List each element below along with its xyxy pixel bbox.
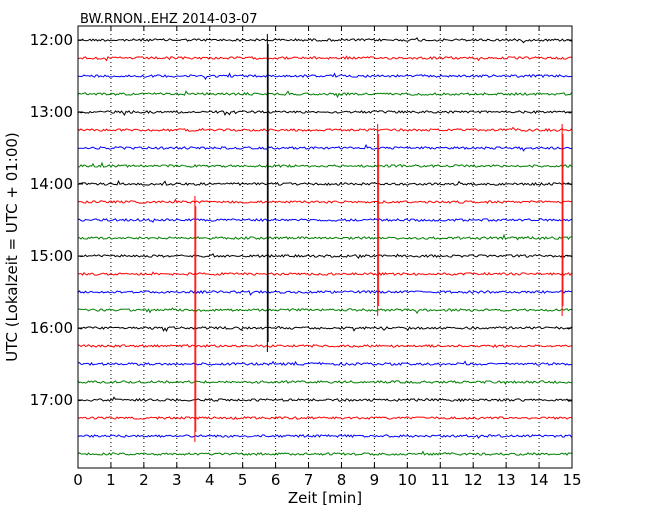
plot-frame [77, 25, 573, 469]
y-tick-label: 15:00 [30, 247, 73, 265]
chart-title: BW.RNON..EHZ 2014-03-07 [80, 12, 258, 27]
trace-line [77, 90, 572, 99]
trace-line [77, 344, 572, 348]
grid-lines [110, 26, 540, 468]
trace-line [77, 218, 572, 223]
trace-line [77, 396, 572, 403]
x-tick-label: 13 [497, 471, 516, 489]
x-tick-label: 6 [271, 471, 281, 489]
trace-line [77, 110, 572, 116]
trace-line [77, 55, 572, 62]
x-axis-label: Zeit [min] [288, 489, 362, 507]
x-axis-ticks: 0 1 2 3 4 5 6 7 8 9 10 11 12 13 14 15 [73, 26, 582, 489]
trace-line [77, 198, 572, 204]
y-axis-label: UTC (Lokalzeit = UTC + 01:00) [3, 132, 21, 362]
x-tick-label: 2 [139, 471, 149, 489]
x-tick-label: 7 [304, 471, 314, 489]
trace-line [77, 253, 572, 259]
y-tick-label: 17:00 [30, 391, 73, 409]
x-tick-label: 0 [73, 471, 83, 489]
y-tick-label: 12:00 [30, 31, 73, 49]
trace-line [77, 271, 572, 276]
x-tick-label: 15 [562, 471, 581, 489]
x-tick-label: 1 [106, 471, 116, 489]
trace-line [77, 379, 572, 385]
trace-line [77, 307, 572, 314]
x-tick-label: 4 [205, 471, 215, 489]
y-tick-label: 13:00 [30, 103, 73, 121]
y-tick-label: 16:00 [30, 319, 73, 337]
trace-line [77, 233, 572, 241]
trace-line [77, 416, 572, 420]
event-spikes [194, 34, 564, 442]
y-tick-label: 14:00 [30, 175, 73, 193]
trace-line [77, 126, 572, 132]
trace-line [77, 360, 572, 367]
trace-lines [77, 37, 572, 456]
x-tick-label: 5 [238, 471, 248, 489]
x-tick-label: 9 [370, 471, 380, 489]
trace-line [77, 434, 572, 439]
trace-line [77, 179, 572, 187]
x-tick-label: 3 [172, 471, 182, 489]
trace-line [77, 450, 572, 456]
trace-line [77, 72, 572, 80]
trace-line [77, 161, 572, 169]
trace-line [77, 143, 572, 152]
x-tick-label: 11 [431, 471, 450, 489]
trace-line [77, 37, 572, 44]
trace-line [77, 325, 572, 333]
x-tick-label: 14 [530, 471, 549, 489]
x-tick-label: 12 [464, 471, 483, 489]
y-axis-ticks: 12:00 13:00 14:00 15:00 16:00 17:00 [30, 31, 572, 409]
x-tick-label: 8 [337, 471, 347, 489]
trace-line [77, 289, 572, 296]
x-tick-label: 10 [398, 471, 417, 489]
